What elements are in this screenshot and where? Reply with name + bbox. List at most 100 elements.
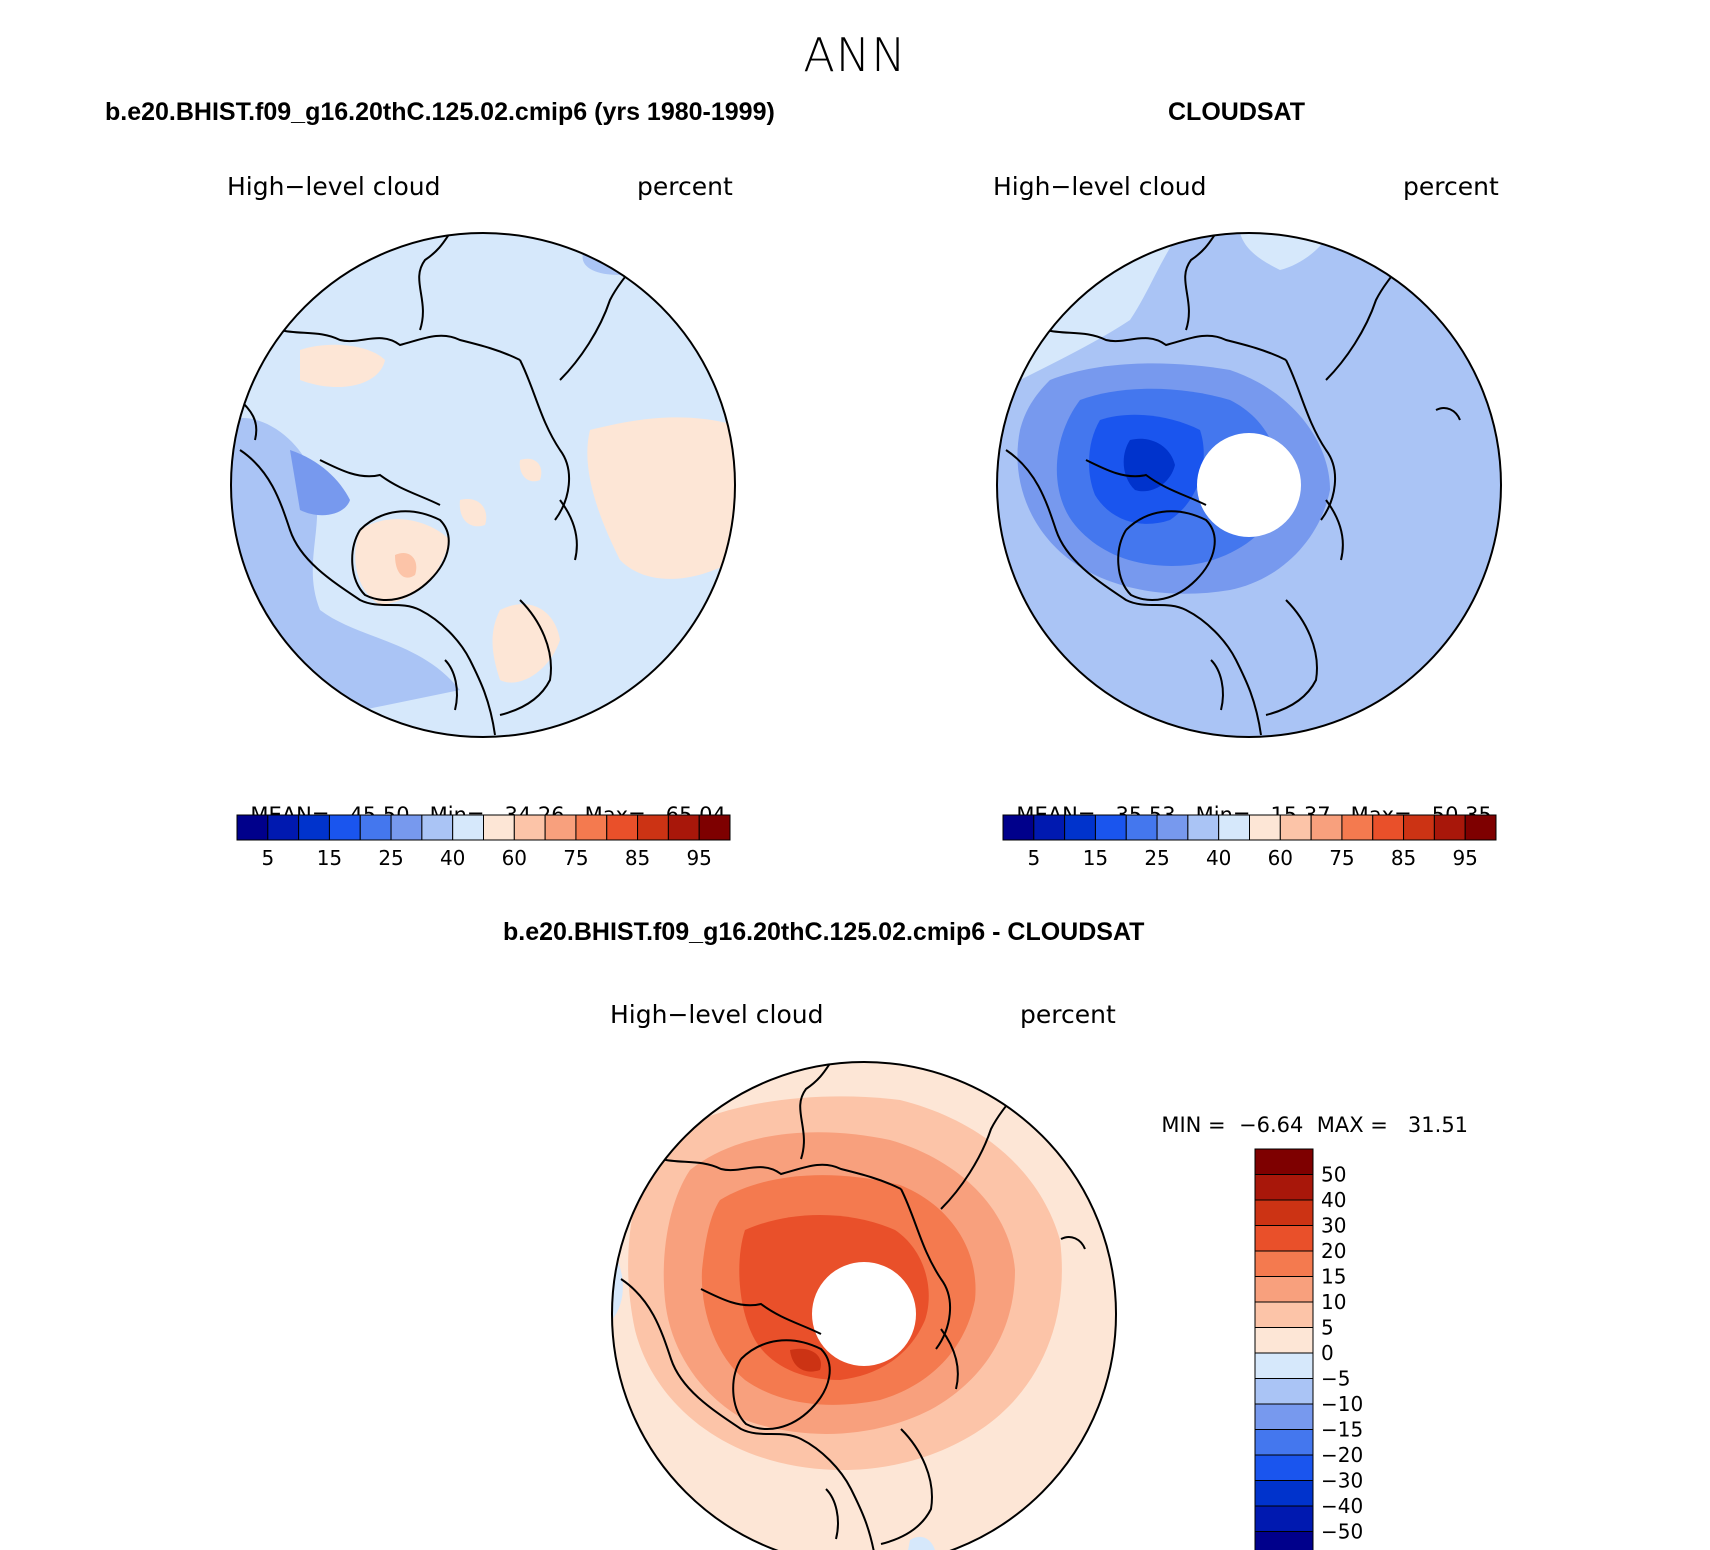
model-colorbar-swatch [452, 814, 484, 841]
obs-colorbar-tick-label: 5 [1027, 846, 1040, 870]
obs-map-border [996, 232, 1502, 738]
diff-min-label: MIN = [1161, 1113, 1226, 1137]
obs-panel-title: CLOUDSAT [1168, 98, 1306, 126]
obs-colorbar-swatch [1372, 814, 1405, 841]
model-colorbar-swatch [267, 814, 300, 841]
obs-colorbar-tick-label: 25 [1144, 846, 1169, 870]
diff-colorbar-swatch [1254, 1531, 1314, 1550]
model-contour-region [587, 417, 735, 579]
model-colorbar: 5 15 25 40 60 75 85 95 [236, 814, 731, 870]
model-colorbar-tick-label: 5 [261, 846, 274, 870]
diff-colorbar-swatch [1254, 1352, 1314, 1379]
model-contour-region [492, 604, 560, 683]
model-colorbar-swatch [236, 814, 269, 841]
model-colorbar-swatch [328, 814, 361, 841]
diff-colorbar-swatch [1254, 1454, 1314, 1481]
obs-colorbar-tick-label: 15 [1083, 846, 1108, 870]
obs-colorbar-tick-label: 95 [1452, 846, 1477, 870]
diff-colorbar-tick-label: 40 [1321, 1188, 1346, 1212]
diff-polar-hole [812, 1262, 916, 1366]
obs-colorbar-swatch [1002, 814, 1035, 841]
model-colorbar-tick-label: 75 [563, 846, 588, 870]
obs-colorbar-swatch [1064, 814, 1096, 841]
diff-contour-region [790, 1348, 821, 1372]
obs-colorbar-swatch [1341, 814, 1374, 841]
model-colorbar-swatch [483, 814, 515, 841]
obs-colorbar-swatch [1249, 814, 1281, 841]
model-colorbar-tick-label: 95 [686, 846, 711, 870]
diff-colorbar-tick-label: 50 [1321, 1163, 1346, 1187]
obs-colorbar-tick-label: 75 [1329, 846, 1354, 870]
diff-colorbar-swatch [1254, 1148, 1314, 1175]
diff-colorbar-swatch [1254, 1378, 1314, 1405]
diff-colorbar-swatch [1254, 1505, 1314, 1532]
diff-contour-region [1100, 1062, 1116, 1200]
diff-colorbar-tick-label: −40 [1321, 1494, 1363, 1518]
diff-contour-region [905, 1536, 936, 1550]
diff-min-value: −6.64 [1239, 1113, 1304, 1137]
diff-contour-region [612, 1062, 700, 1130]
diff-colorbar-tick-label: 0 [1321, 1341, 1334, 1365]
obs-variable-label: High−level cloud [993, 172, 1207, 201]
obs-colorbar-tick-label: 40 [1206, 846, 1231, 870]
diff-variable-label: High−level cloud [610, 1000, 824, 1029]
model-contour-region [300, 344, 385, 388]
obs-colorbar-swatch [1033, 814, 1066, 841]
model-map [230, 232, 736, 738]
diff-map [611, 1061, 1117, 1550]
diff-max-value: 31.51 [1407, 1113, 1469, 1137]
diff-colorbar-swatch [1254, 1250, 1314, 1277]
model-colorbar-swatch [698, 814, 731, 841]
obs-colorbar-swatch [1125, 814, 1158, 841]
model-colorbar-tick-label: 15 [317, 846, 342, 870]
diff-colorbar-tick-label: 5 [1321, 1316, 1334, 1340]
obs-colorbar-swatch [1156, 814, 1189, 841]
diff-colorbar-swatch [1254, 1276, 1314, 1303]
diff-units-label: percent [1020, 1000, 1116, 1029]
diff-colorbar-swatch [1254, 1403, 1314, 1430]
diff-colorbar-swatch [1254, 1327, 1314, 1354]
obs-colorbar-swatch [1187, 814, 1220, 841]
model-colorbar-tick-label: 25 [378, 846, 403, 870]
model-colorbar-swatch [390, 814, 423, 841]
obs-map [996, 232, 1502, 738]
model-colorbar-tick-label: 60 [502, 846, 527, 870]
obs-colorbar-swatch [1310, 814, 1343, 841]
diff-colorbar-swatch [1254, 1174, 1314, 1201]
diff-colorbar-tick-label: 15 [1321, 1265, 1346, 1289]
diff-colorbar-swatch [1254, 1480, 1314, 1507]
diff-colorbar-swatch [1254, 1301, 1314, 1328]
model-colorbar-swatch [606, 814, 639, 841]
diff-colorbar-tick-label: −50 [1321, 1520, 1363, 1544]
model-units-label: percent [637, 172, 733, 201]
diff-colorbar-tick-label: −30 [1321, 1469, 1363, 1493]
diff-colorbar-swatch [1254, 1199, 1314, 1226]
obs-colorbar-swatch [1094, 814, 1127, 841]
model-colorbar-tick-label: 40 [440, 846, 465, 870]
diff-colorbar-tick-label: −10 [1321, 1392, 1363, 1416]
diff-colorbar-tick-label: −20 [1321, 1443, 1363, 1467]
model-variable-label: High−level cloud [227, 172, 441, 201]
diff-colorbar-tick-label: −15 [1321, 1418, 1363, 1442]
diff-colorbar-tick-label: −5 [1321, 1367, 1350, 1391]
model-colorbar-swatch [298, 814, 330, 841]
model-colorbar-swatch [544, 814, 577, 841]
model-map-border [230, 232, 736, 738]
model-colorbar-swatch [513, 814, 546, 841]
model-colorbar-swatch [359, 814, 392, 841]
obs-units-label: percent [1403, 172, 1499, 201]
model-colorbar-swatch [575, 814, 608, 841]
figure-title: ANN [803, 28, 907, 82]
model-colorbar-swatch [637, 814, 669, 841]
model-panel-title: b.e20.BHIST.f09_g16.20thC.125.02.cmip6 (… [105, 98, 775, 126]
diff-colorbar-tick-label: 30 [1321, 1214, 1346, 1238]
model-contour-region [459, 499, 487, 527]
model-colorbar-tick-label: 85 [625, 846, 650, 870]
model-contour-region [519, 458, 542, 482]
model-colorbar-swatch [421, 814, 454, 841]
obs-contour-region [1240, 233, 1330, 270]
diff-colorbar-tick-label: 10 [1321, 1290, 1346, 1314]
diff-max-label: MAX = [1316, 1113, 1388, 1137]
